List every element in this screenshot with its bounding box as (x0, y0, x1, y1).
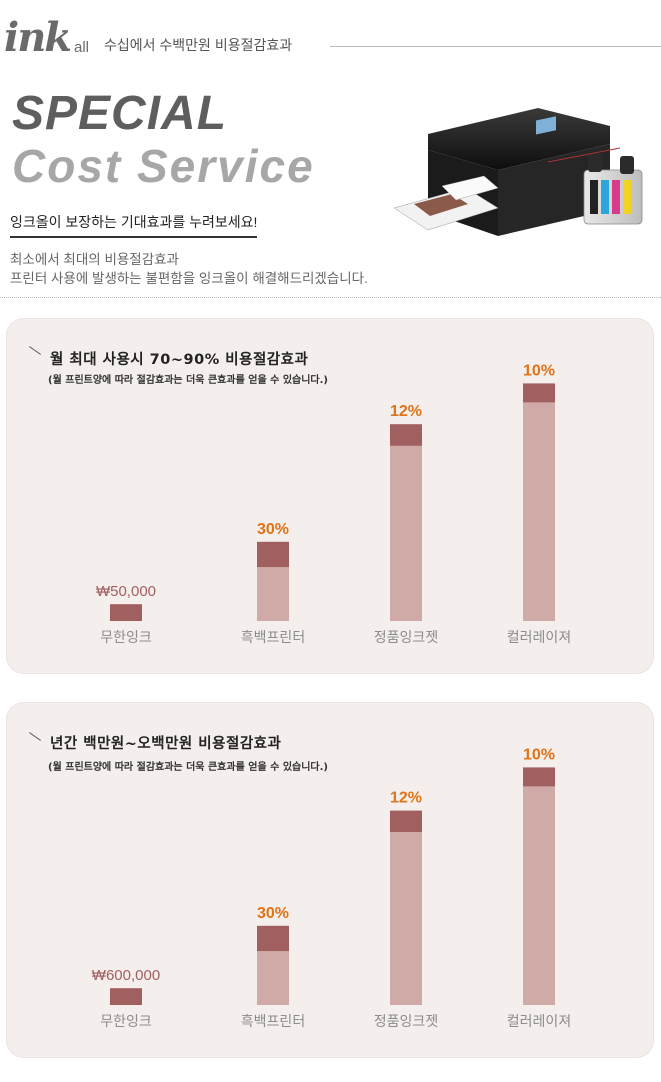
category-label: 정품잉크젯 (374, 629, 439, 645)
bar-cap (257, 925, 289, 952)
category-label: 컬러레이져 (507, 629, 571, 645)
category-label: 컬러레이져 (507, 1013, 571, 1029)
tagline: 잉크올이 보장하는 기대효과를 누려보세요! (10, 212, 258, 238)
panel-title: 월 최대 사용시 70~90% 비용절감효과 (50, 352, 309, 368)
bar-cap (523, 767, 555, 787)
bar-cap (390, 424, 422, 446)
section-divider (0, 297, 661, 298)
bar-value-label: 10% (523, 746, 555, 763)
bar-body (390, 831, 422, 1005)
description-line-2: 프린터 사용에 발생하는 불편함을 잉크올이 해결해드리겠습니다. (10, 271, 368, 286)
inkall-logo: ink all (4, 18, 102, 60)
bar-value-label: 12% (390, 403, 422, 420)
printer-image (393, 108, 643, 236)
logo-ink-text: ink (4, 14, 72, 61)
bar-value-label: ₩600,000 (92, 967, 160, 984)
savings-bar-chart-monthly: ₩50,000 무한잉크 30% 흑백프린터 12% 정품잉크젯 10% 컬러레이져 (96, 362, 571, 645)
category-label: 무한잉크 (100, 629, 152, 645)
bar-cap (390, 810, 422, 832)
bar-body (523, 786, 555, 1005)
bar-group: 10% 컬러레이져 (507, 362, 571, 645)
category-label: 무한잉크 (100, 1013, 152, 1029)
bar-value-label: ₩50,000 (96, 583, 156, 600)
bar-body (257, 951, 289, 1005)
bar-group: ₩50,000 무한잉크 (96, 583, 156, 645)
savings-panel-monthly: 월 최대 사용시 70~90% 비용절감효과 (월 프린트양에 따라 절감효과는… (6, 318, 654, 674)
bar-body (523, 402, 555, 621)
category-label: 정품잉크젯 (374, 1013, 439, 1029)
bar-cap (110, 604, 142, 621)
cost-service-heading: Cost Service (12, 140, 315, 192)
category-label: 흑백프린터 (241, 1013, 305, 1029)
bar-group: 12% 정품잉크젯 (374, 790, 439, 1029)
bar-value-label: 30% (257, 905, 289, 922)
category-label: 흑백프린터 (241, 629, 305, 645)
bar-body (390, 445, 422, 621)
savings-bar-chart-yearly: ₩600,000 무한잉크 30% 흑백프린터 12% 정품잉크젯 10% 컬러레이져 (92, 746, 571, 1029)
bar-body (257, 567, 289, 621)
bar-value-label: 12% (390, 790, 422, 807)
bar-group: ₩600,000 무한잉크 (92, 967, 160, 1029)
bar-group: 12% 정품잉크젯 (374, 403, 439, 645)
bar-cap (257, 541, 289, 568)
logo-all-text: all (74, 39, 90, 56)
panel-note: (월 프린트양에 따라 절감효과는 더욱 큰효과를 얻을 수 있습니다.) (48, 375, 328, 386)
bar-group: 10% 컬러레이져 (507, 746, 571, 1029)
panel-note: (월 프린트양에 따라 절감효과는 더욱 큰효과를 얻을 수 있습니다.) (48, 762, 328, 773)
bar-value-label: 10% (523, 362, 555, 379)
savings-panel-yearly: 년간 백만원~오백만원 비용절감효과 (월 프린트양에 따라 절감효과는 더욱 … (6, 702, 654, 1058)
header-title: 수십에서 수백만원 비용절감효과 (104, 37, 293, 53)
bar-cap (523, 383, 555, 403)
bar-cap (110, 988, 142, 1005)
description-line-1: 최소에서 최대의 비용절감효과 (10, 252, 179, 267)
panel-title: 년간 백만원~오백만원 비용절감효과 (50, 736, 282, 752)
special-heading: SPECIAL (12, 87, 228, 140)
bar-group: 30% 흑백프린터 (241, 905, 305, 1029)
bar-group: 30% 흑백프린터 (241, 521, 305, 645)
bar-value-label: 30% (257, 521, 289, 538)
header-divider (330, 46, 661, 47)
